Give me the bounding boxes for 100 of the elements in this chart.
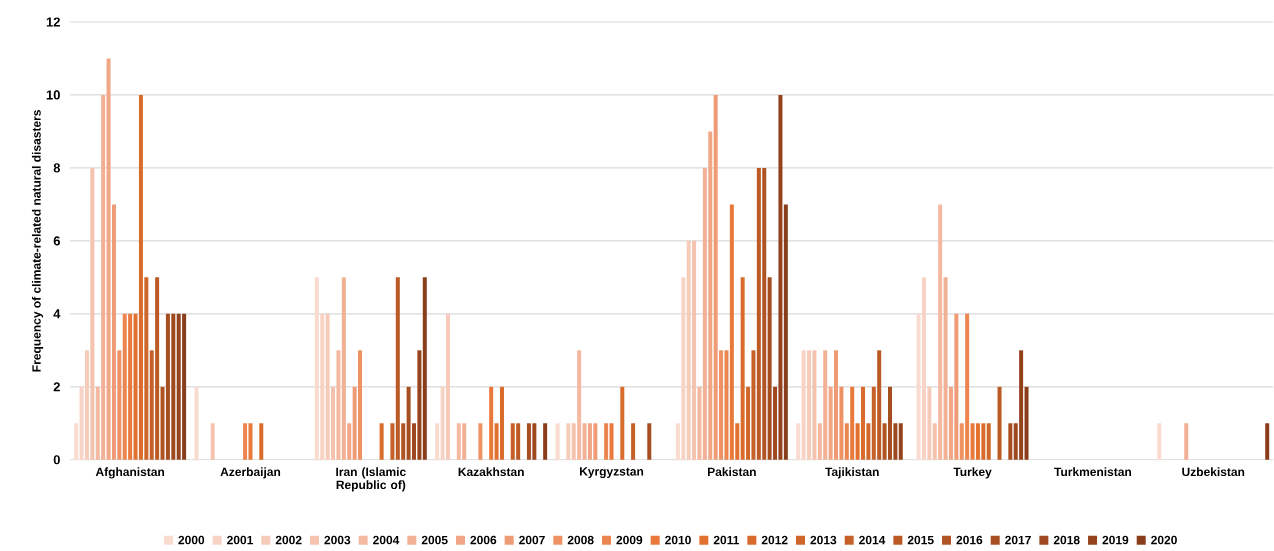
bar [128, 313, 133, 460]
bar [259, 423, 264, 460]
legend-label: 2000 [178, 535, 205, 545]
y-tick-label: 4 [53, 309, 61, 319]
bar [358, 350, 363, 460]
y-tick-label: 10 [46, 90, 60, 100]
legend-label: 2009 [616, 535, 643, 545]
bar [609, 423, 614, 460]
bar [943, 277, 948, 460]
bar [352, 386, 357, 460]
legend-label: 2004 [373, 535, 400, 545]
bar [74, 423, 79, 460]
legend-label: 2015 [907, 535, 934, 545]
bar [341, 277, 346, 460]
y-axis-title: Frequency of climate-related natural disasters [31, 110, 44, 372]
legend-label: 2006 [470, 535, 497, 545]
x-tick-label: Kyrgyzstan [579, 467, 644, 479]
bar [1265, 423, 1270, 460]
bar [631, 423, 636, 460]
bar [708, 131, 713, 460]
bar [555, 423, 560, 460]
bar [1008, 423, 1013, 460]
bar [210, 423, 215, 460]
bar [577, 350, 582, 460]
legend-label: 2012 [761, 535, 788, 545]
bar [111, 204, 116, 460]
bar [122, 313, 127, 460]
legend-label: 2010 [665, 535, 691, 545]
bar [938, 204, 943, 460]
x-tick-label: Iran (Islamic Republic of) [336, 467, 406, 492]
legend-label: 2014 [859, 535, 886, 545]
bar [604, 423, 609, 460]
x-tick-label: Kazakhstan [458, 467, 524, 477]
bar [948, 386, 953, 460]
bar [724, 350, 729, 460]
bar [248, 423, 253, 460]
bar [713, 95, 718, 460]
bar [347, 423, 352, 460]
bar [593, 423, 598, 460]
bar [932, 423, 937, 460]
x-tick-label: Uzbekistan [1182, 467, 1245, 477]
y-tick-label: 8 [53, 163, 61, 173]
bar [1184, 423, 1189, 460]
bar [702, 168, 707, 460]
x-tick-label: Afghanistan [95, 467, 165, 479]
legend-label: 2018 [1053, 535, 1080, 545]
bar [390, 423, 395, 460]
x-tick-label: Pakistan [707, 467, 756, 477]
y-tick-label: 2 [53, 382, 60, 392]
y-tick-label: 0 [53, 455, 60, 465]
bar [422, 277, 427, 460]
bar [620, 386, 625, 460]
legend-label: 2020 [1151, 535, 1177, 545]
bar [839, 386, 844, 460]
bar [1157, 423, 1162, 460]
bar [489, 386, 494, 460]
bar [850, 386, 855, 460]
y-tick-label: 6 [53, 236, 60, 246]
legend-label: 2011 [713, 535, 740, 545]
bar [647, 423, 652, 460]
bar [796, 423, 801, 460]
bar [582, 423, 587, 460]
legend-label: 2002 [275, 535, 302, 545]
x-tick-label: Tajikistan [825, 467, 879, 479]
x-tick-label: Turkmenistan [1054, 467, 1132, 477]
bar [965, 313, 970, 460]
bar [571, 423, 576, 460]
bar [959, 423, 964, 460]
bar [336, 350, 341, 460]
y-tick-label: 12 [46, 17, 60, 27]
legend-label: 2019 [1102, 535, 1129, 545]
legend-label: 2008 [567, 535, 594, 545]
bar [844, 423, 849, 460]
bar [478, 423, 483, 460]
legend-label: 2016 [956, 535, 983, 545]
bar [194, 386, 199, 460]
bar [117, 350, 122, 460]
bar [106, 58, 111, 460]
bar [543, 423, 548, 460]
bar [566, 423, 571, 460]
x-tick-label: Azerbaijan [220, 467, 281, 479]
bar [719, 350, 724, 460]
bar [986, 423, 991, 460]
bar [243, 423, 248, 460]
legend-label: 2007 [519, 535, 545, 545]
legend-label: 2013 [810, 535, 837, 545]
legend-label: 2003 [324, 535, 351, 545]
bar [697, 386, 702, 460]
bar [898, 423, 903, 460]
bar [499, 386, 504, 460]
bar [783, 204, 788, 460]
bar [954, 313, 959, 460]
legend-label: 2005 [421, 535, 448, 545]
bar [828, 386, 833, 460]
bar [997, 386, 1002, 460]
bar [834, 350, 839, 460]
x-tick-label: Turkey [953, 467, 992, 479]
bar [1024, 386, 1029, 460]
legend-label: 2017 [1005, 535, 1031, 545]
bar [435, 423, 440, 460]
